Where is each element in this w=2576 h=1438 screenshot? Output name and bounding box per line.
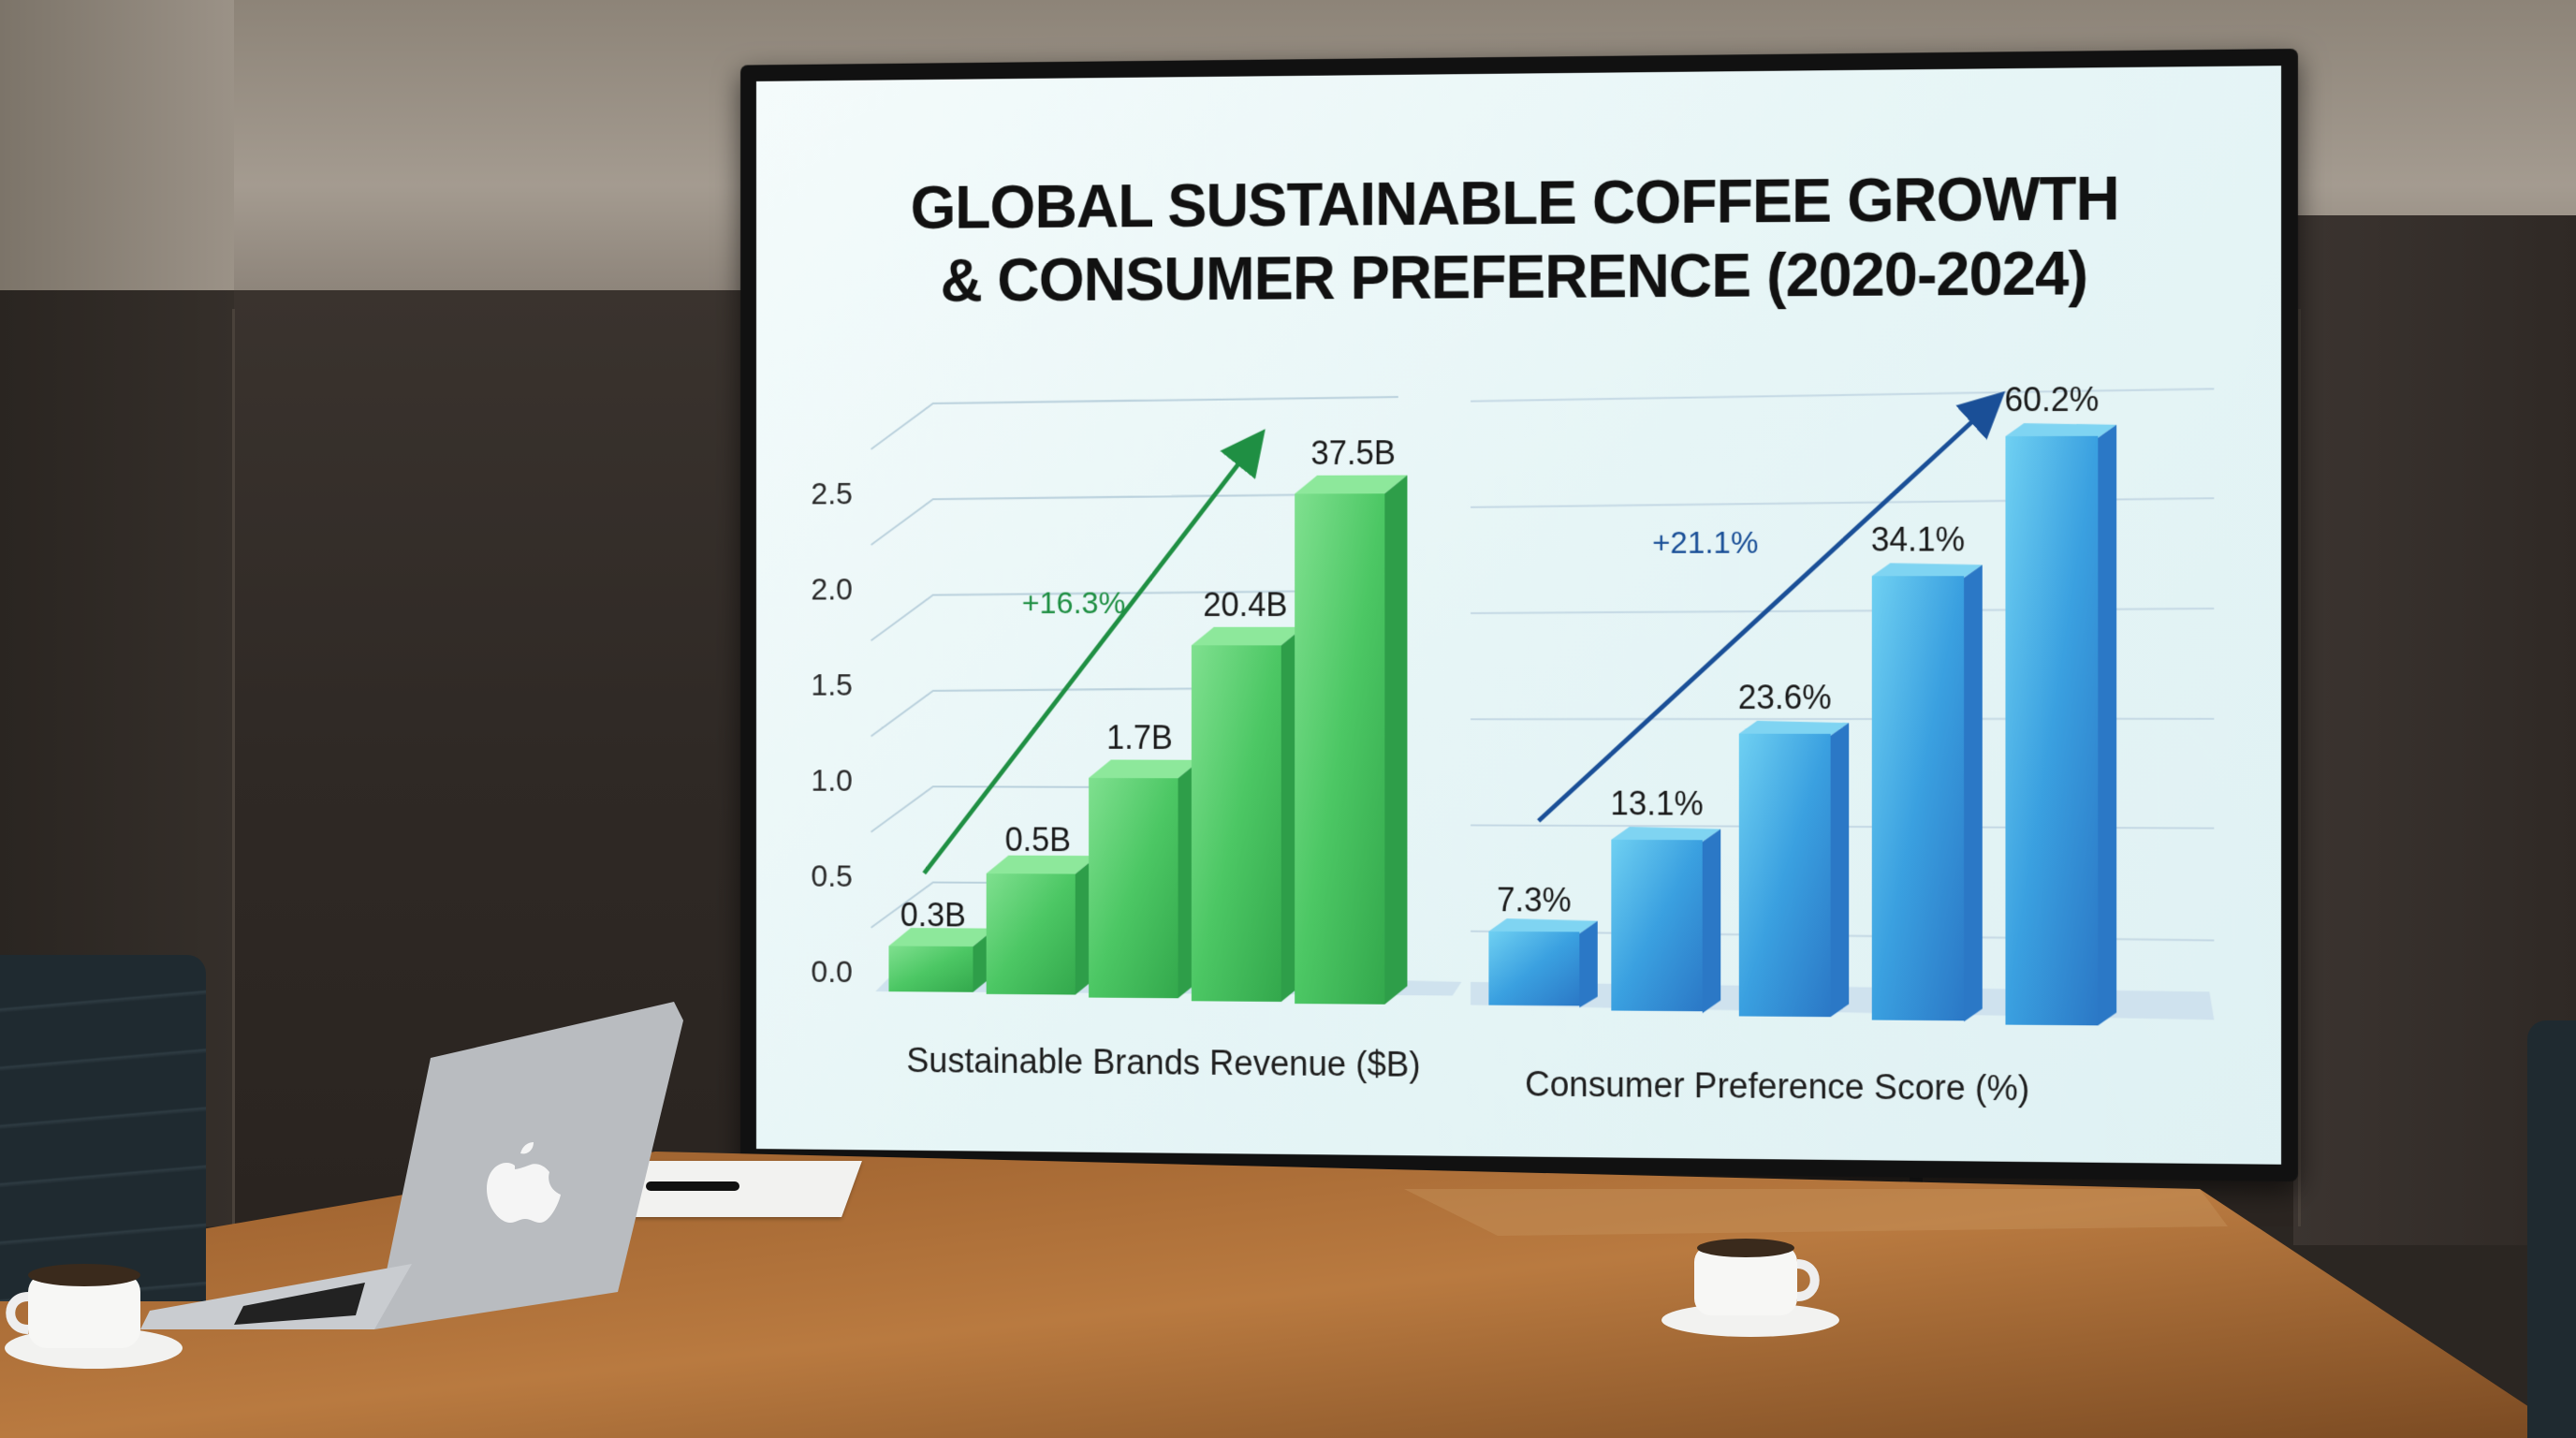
green-value-label: 37.5B: [1310, 433, 1396, 472]
wall-upper-left: [0, 0, 234, 300]
blue-value-label: 7.3%: [1497, 880, 1572, 919]
y-tick-3: 1.5: [811, 668, 853, 703]
blue-value-label: 23.6%: [1737, 678, 1832, 717]
y-tick-0: 0.0: [811, 954, 853, 990]
pen: [646, 1181, 739, 1191]
apple-logo-icon: [487, 1142, 561, 1223]
y-tick-5: 2.5: [811, 477, 853, 512]
green-bars: [888, 475, 1408, 1005]
y-tick-1: 0.5: [811, 858, 853, 894]
tv-display: GLOBAL SUSTAINABLE COFFEE GROWTH & CONSU…: [740, 49, 2298, 1181]
green-value-label: 20.4B: [1203, 585, 1288, 624]
green-value-label: 0.5B: [1004, 820, 1072, 858]
blue-value-label: 34.1%: [1870, 520, 1966, 559]
blue-value-label: 13.1%: [1610, 784, 1704, 823]
coffee-cup-center: [1661, 1239, 1839, 1337]
tv-screen: GLOBAL SUSTAINABLE COFFEE GROWTH & CONSU…: [756, 66, 2281, 1165]
green-growth-annotation: +16.3%: [1021, 585, 1126, 621]
wooden-table: [0, 1152, 2576, 1438]
coffee-cup-left: [5, 1264, 183, 1369]
blue-value-label: 60.2%: [2004, 379, 2100, 419]
laptop: [140, 1002, 683, 1329]
green-x-axis-label: Sustainable Brands Revenue ($B): [906, 1041, 1421, 1085]
y-tick-4: 2.0: [811, 572, 853, 608]
green-value-label: 1.7B: [1106, 718, 1173, 756]
wall-seam: [2298, 309, 2301, 1226]
blue-growth-annotation: +21.1%: [1652, 524, 1759, 561]
office-chair-right: [2527, 1020, 2576, 1438]
blue-x-axis-label: Consumer Preference Score (%): [1525, 1064, 2030, 1109]
blue-bars: [1488, 422, 2117, 1026]
wall-seam: [232, 309, 235, 1226]
y-tick-2: 1.0: [811, 763, 853, 799]
office-chair-left: [0, 955, 206, 1301]
green-value-label: 0.3B: [900, 895, 966, 934]
chart-graphics: [756, 66, 2281, 1165]
